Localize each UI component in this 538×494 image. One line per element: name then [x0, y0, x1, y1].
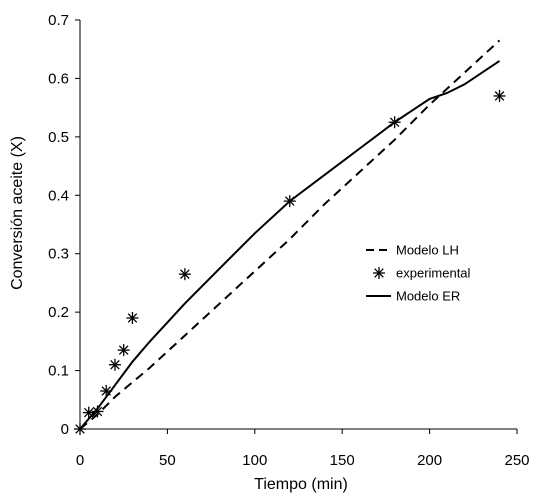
data-point [493, 89, 506, 102]
y-axis-title: Conversión aceite (X) [9, 136, 26, 290]
y-tick-label: 0.5 [48, 129, 69, 146]
x-tick-label: 0 [76, 452, 84, 469]
legend-label: Modelo ER [396, 289, 460, 304]
legend-item: Modelo ER [366, 289, 460, 304]
legend-item: experimental [373, 266, 471, 281]
y-tick-label: 0.2 [48, 304, 69, 321]
data-point [117, 344, 130, 357]
x-axis-title: Tiempo (min) [254, 476, 348, 493]
x-tick-label: 100 [242, 452, 267, 469]
x-tick-label: 250 [504, 452, 529, 469]
y-tick-label: 0.6 [48, 70, 69, 87]
legend-label: experimental [396, 266, 471, 281]
y-tick-label: 0.3 [48, 246, 69, 263]
plot-area [74, 39, 506, 435]
legend-item: Modelo LH [366, 243, 459, 258]
legend: Modelo LH experimental Modelo ER [366, 243, 471, 304]
data-point [108, 358, 121, 371]
x-tick-label: 200 [417, 452, 442, 469]
legend-marker [373, 267, 385, 279]
axes: 0 50 100 150 200 250 0 0.1 0.2 0.3 0.4 0.5 0.6 0.7 [48, 12, 529, 469]
y-tick-label: 0.4 [48, 187, 69, 204]
data-point [178, 268, 191, 281]
legend-label: Modelo LH [396, 243, 459, 258]
x-tick-label: 150 [330, 452, 355, 469]
series-line [79, 60, 501, 430]
y-tick-label: 0 [61, 421, 69, 438]
data-point [126, 311, 139, 324]
y-tick-label: 0.1 [48, 363, 69, 380]
y-tick-label: 0.7 [48, 12, 69, 29]
x-tick-label: 50 [159, 452, 176, 469]
series-line [79, 39, 501, 430]
